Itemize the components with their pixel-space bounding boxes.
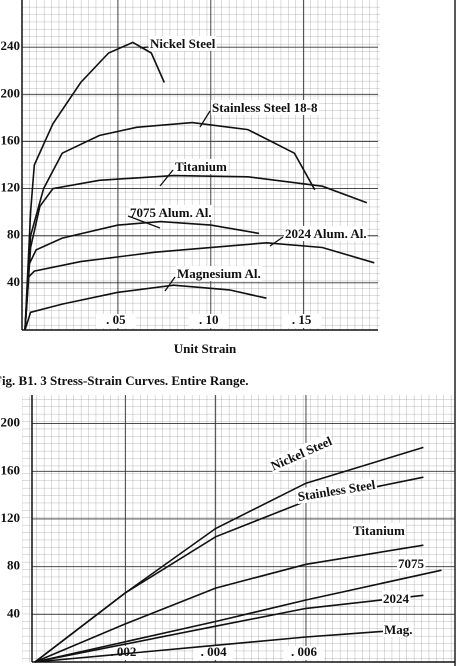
curve <box>34 629 406 663</box>
curve-label: 7075 Alum. Al. <box>130 205 212 220</box>
curve-label: Magnesium Al. <box>177 266 261 281</box>
tick-label-bg <box>281 314 322 328</box>
curve-label-bg <box>383 621 414 637</box>
curve-label: Nickel Steel <box>150 36 216 51</box>
curve-label-bg <box>129 204 213 220</box>
curve <box>34 594 424 663</box>
y-tick-label: 160 <box>1 462 21 477</box>
curve <box>34 569 442 663</box>
y-tick-label: 80 <box>7 558 20 573</box>
y-tick-label: 80 <box>7 227 20 242</box>
x-tick-label: . 10 <box>199 312 219 327</box>
curve-label: 7075 <box>398 556 425 571</box>
curve <box>24 41 166 331</box>
pointer <box>127 215 161 229</box>
curve-label-bg <box>284 225 368 241</box>
pointer <box>139 46 149 49</box>
x-axis-label: Unit Strain <box>174 341 237 356</box>
x-tick-label: . 004 <box>201 644 228 659</box>
curve <box>34 544 424 663</box>
y-tick-label: 120 <box>1 180 21 195</box>
curve-label-bg <box>382 590 411 606</box>
curve-label-bg <box>397 555 426 571</box>
curve-label-bg <box>267 432 336 474</box>
y-tick-label: 120 <box>1 510 21 525</box>
curve-label-bg <box>174 158 228 174</box>
curve-label-bg <box>295 476 378 505</box>
curve <box>24 121 316 331</box>
tick-label-bg <box>188 314 229 328</box>
y-tick-label: 240 <box>1 38 21 53</box>
caption: Fig. B1. 3 Stress-Strain Curves. Entire … <box>0 373 248 388</box>
x-tick-label: . 006 <box>291 644 318 659</box>
pointer <box>269 236 284 247</box>
tick-label-bg <box>193 646 234 660</box>
y-tick-label: 200 <box>1 415 21 430</box>
curve-label: Titanium <box>353 523 405 538</box>
curve-label: 2024 <box>383 591 410 606</box>
curve-label-bg <box>211 99 319 115</box>
tick-label-bg <box>283 646 324 660</box>
y-tick-label: 40 <box>7 274 20 289</box>
y-tick-label: 40 <box>7 605 20 620</box>
pointer <box>199 110 211 128</box>
curve-label: 2024 Alum. Al. <box>285 226 367 241</box>
curve <box>24 284 267 331</box>
x-tick-label: . 05 <box>106 312 126 327</box>
curve <box>24 241 375 331</box>
pointer <box>164 276 176 292</box>
curve-label: Mag. <box>384 622 413 637</box>
curve-label: Stainless Steel 18-8 <box>212 100 318 115</box>
y-tick-label: 200 <box>1 85 21 100</box>
curve <box>24 220 260 331</box>
pointer <box>159 169 174 187</box>
curve <box>24 174 368 331</box>
curve-label-bg <box>352 522 406 538</box>
tick-label-bg <box>103 646 144 660</box>
curve-label: Titanium <box>175 159 227 174</box>
x-tick-label: . 15 <box>292 312 312 327</box>
y-tick-label: 160 <box>1 132 21 147</box>
tick-label-bg <box>95 314 136 328</box>
curve-label-bg <box>149 35 217 51</box>
curve-label-bg <box>176 265 262 281</box>
